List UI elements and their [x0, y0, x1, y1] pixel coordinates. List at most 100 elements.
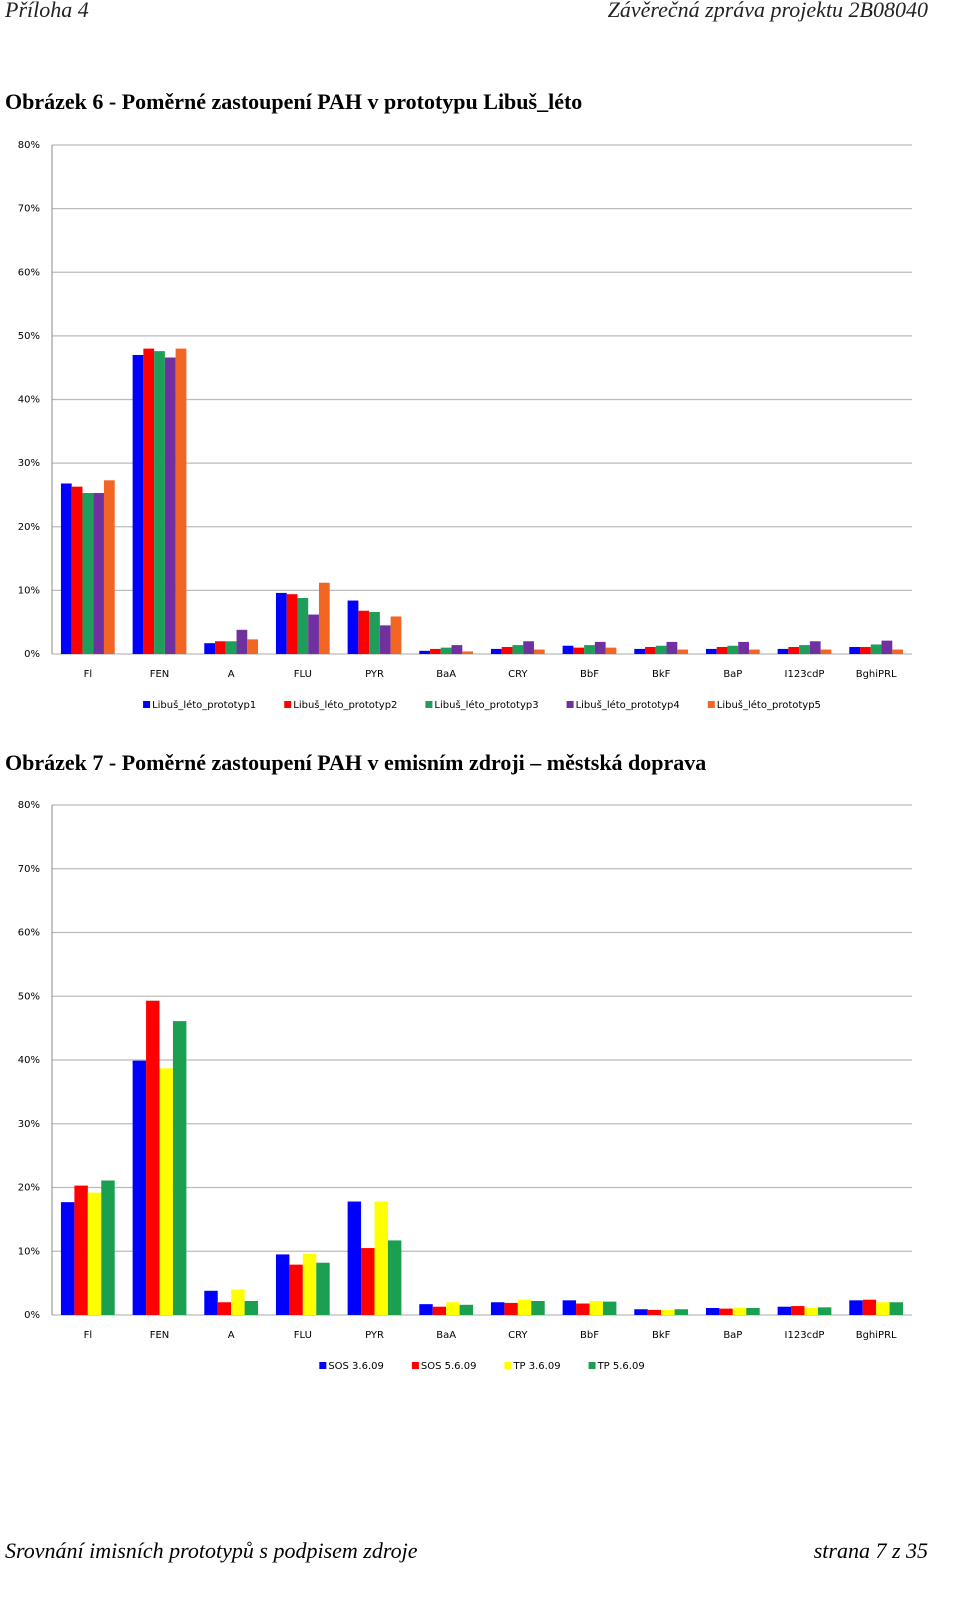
bar — [369, 612, 380, 654]
footer-right: strana 7 z 35 — [814, 1538, 928, 1563]
bar — [501, 647, 513, 654]
bar — [289, 1264, 303, 1315]
legend-label: Libuš_léto_prototyp5 — [717, 699, 821, 711]
bar — [390, 616, 402, 654]
legend: Libuš_léto_prototyp1 Libuš_léto_prototyp2… — [143, 699, 821, 711]
bar — [531, 1300, 545, 1315]
x-tick-label: BaP — [723, 669, 742, 680]
bar — [462, 651, 474, 654]
bar — [523, 641, 534, 654]
bar — [562, 1300, 577, 1315]
x-tick-label: Fl — [84, 669, 93, 680]
chart-title: Obrázek 7 - Poměrné zastoupení PAH v emi… — [5, 750, 706, 775]
legend-label: TP 5.6.09 — [597, 1361, 645, 1372]
bar — [93, 493, 104, 654]
bar — [347, 600, 359, 654]
bar — [777, 648, 789, 654]
legend-swatch — [143, 701, 151, 708]
bar — [297, 598, 309, 654]
bar — [820, 649, 832, 654]
bar — [172, 1021, 187, 1315]
chart-title: Obrázek 6 - Poměrné zastoupení PAH v pro… — [5, 89, 582, 114]
legend-swatch — [588, 1362, 596, 1369]
bar — [308, 614, 319, 654]
y-tick-label: 60% — [18, 267, 40, 278]
bar — [860, 647, 871, 654]
bar — [275, 592, 287, 654]
bar — [361, 1248, 375, 1315]
legend-label: SOS 5.6.09 — [421, 1361, 477, 1372]
bar — [217, 1302, 232, 1315]
bar — [204, 643, 216, 654]
y-tick-label: 50% — [18, 331, 40, 342]
bar — [132, 1060, 147, 1315]
bar — [870, 644, 882, 654]
bar — [358, 610, 370, 654]
bar — [347, 1201, 362, 1315]
bar — [677, 649, 689, 654]
x-tick-label: A — [228, 669, 235, 680]
bar — [432, 1306, 447, 1315]
legend-swatch — [411, 1362, 419, 1369]
bar — [132, 354, 144, 654]
x-tick-label: BaA — [436, 669, 456, 680]
bar — [504, 1302, 518, 1315]
x-tick-label: FEN — [150, 669, 170, 680]
bar — [146, 1000, 160, 1315]
bar — [318, 582, 330, 654]
y-tick-label: 60% — [18, 928, 40, 939]
bar — [60, 483, 72, 654]
bar — [666, 641, 678, 654]
header-right: Závěrečná zpráva projektu 2B08040 — [608, 0, 928, 22]
legend-swatch — [319, 1362, 327, 1369]
bar — [719, 1308, 733, 1315]
legend-swatch — [425, 701, 433, 708]
bar — [889, 1302, 904, 1315]
y-tick-label: 80% — [18, 140, 40, 151]
bar — [451, 645, 463, 654]
bar — [204, 1290, 218, 1315]
bar — [589, 1300, 603, 1315]
bar — [634, 1309, 648, 1315]
bar — [302, 1253, 317, 1315]
bar — [247, 639, 259, 654]
bar — [862, 1299, 877, 1315]
bar — [674, 1309, 689, 1315]
bar — [419, 1304, 433, 1315]
bar — [154, 351, 165, 654]
bar — [576, 1303, 590, 1315]
y-tick-label: 40% — [18, 395, 40, 406]
bar — [490, 648, 502, 654]
legend-label: TP 3.6.09 — [512, 1361, 560, 1372]
y-tick-label: 30% — [18, 1119, 40, 1130]
x-tick-label: BaA — [436, 1330, 456, 1341]
bar — [175, 348, 187, 654]
x-tick-label: BkF — [652, 669, 671, 680]
y-tick-label: 70% — [18, 864, 40, 875]
y-tick-label: 80% — [18, 800, 40, 811]
y-tick-label: 0% — [24, 649, 40, 660]
bar — [275, 1254, 290, 1315]
bar — [286, 594, 298, 654]
x-tick-label: Fl — [84, 1330, 93, 1341]
y-tick-label: 10% — [18, 1246, 40, 1257]
legend-swatch — [566, 701, 574, 708]
y-tick-label: 30% — [18, 458, 40, 469]
bar — [881, 640, 893, 654]
bar — [440, 647, 452, 654]
y-tick-label: 0% — [24, 1310, 40, 1321]
bar — [716, 647, 728, 654]
bar — [533, 649, 545, 654]
bar — [645, 647, 656, 654]
bar — [809, 641, 821, 654]
bar — [746, 1307, 760, 1315]
bar — [594, 641, 606, 654]
bar — [143, 348, 155, 654]
bar — [777, 1306, 792, 1315]
bar — [647, 1309, 662, 1315]
bar — [605, 647, 617, 654]
x-tick-label: BkF — [652, 1330, 671, 1341]
x-tick-label: PYR — [365, 1330, 384, 1341]
x-tick-label: A — [228, 1330, 235, 1341]
bar — [215, 641, 226, 654]
